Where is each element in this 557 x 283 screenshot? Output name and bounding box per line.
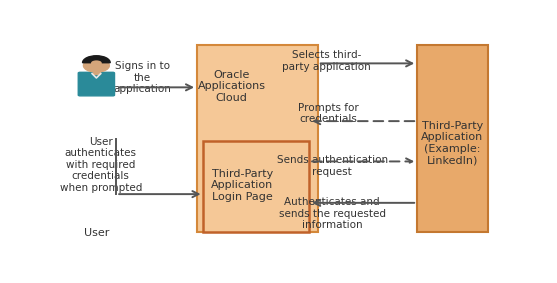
Text: Oracle
Applications
Cloud: Oracle Applications Cloud (198, 70, 266, 103)
Bar (197, 45, 318, 232)
Text: Third-Party
Application
Login Page: Third-Party Application Login Page (211, 169, 273, 202)
Circle shape (84, 59, 109, 72)
Text: Sends authentication
request: Sends authentication request (276, 155, 388, 177)
Text: Prompts for
credentials: Prompts for credentials (298, 103, 359, 124)
Text: Authenticates and
sends the requested
information: Authenticates and sends the requested in… (278, 197, 385, 230)
Bar (93, 69, 100, 74)
FancyBboxPatch shape (78, 72, 115, 96)
Bar (417, 45, 488, 232)
Text: User: User (84, 228, 109, 238)
Text: User
authenticates
with required
credentials
when prompted: User authenticates with required credent… (60, 136, 142, 193)
Bar (203, 141, 309, 232)
Text: Selects third-
party application: Selects third- party application (282, 50, 371, 72)
Text: Signs in to
the
application: Signs in to the application (113, 61, 171, 94)
Wedge shape (82, 56, 110, 63)
Text: Third-Party
Application
(Example:
LinkedIn): Third-Party Application (Example: Linked… (422, 121, 483, 165)
